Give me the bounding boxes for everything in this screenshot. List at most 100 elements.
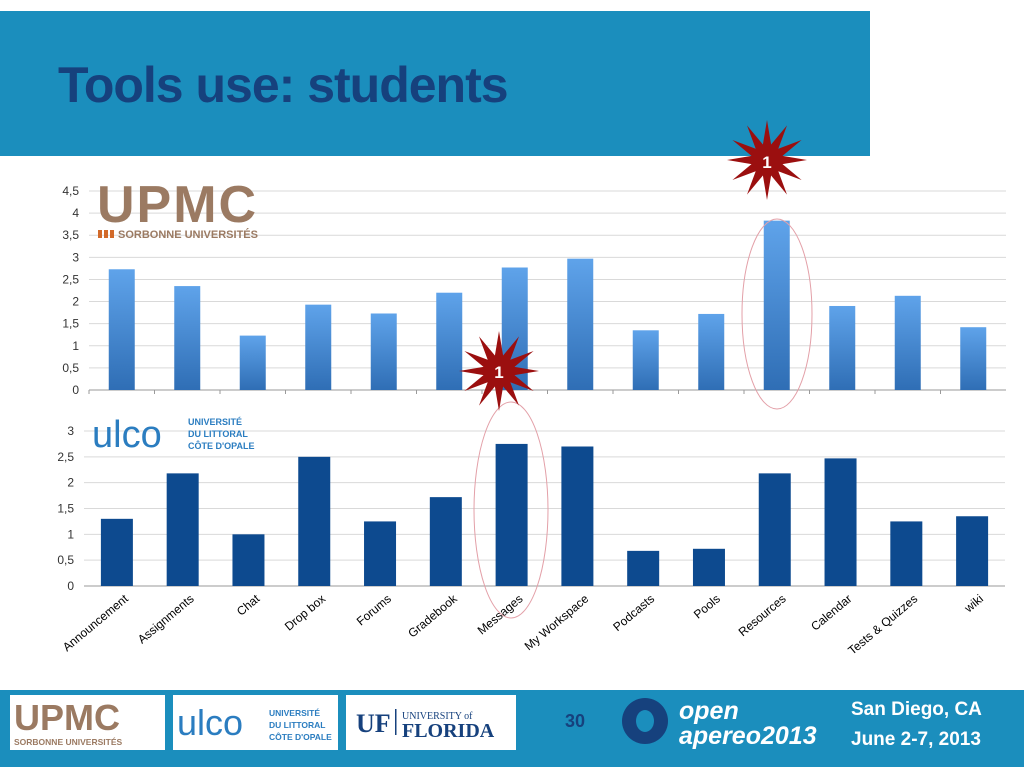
bar-upmc-5 — [436, 292, 463, 390]
x-category-label: wiki — [961, 592, 986, 616]
bar-upmc-9 — [698, 313, 725, 390]
x-category-label: Chat — [234, 591, 263, 618]
upmc-footer-text: UPMC — [14, 697, 120, 738]
y-tick-label: 1,5 — [62, 317, 79, 331]
x-category-label: Announcement — [60, 591, 131, 654]
uf-mark: UF — [356, 709, 391, 738]
bar-ulco-6 — [495, 443, 528, 586]
messages-highlight-ellipse — [473, 401, 549, 619]
x-category-label: Calendar — [808, 592, 854, 634]
y-tick-label: 0 — [67, 579, 74, 593]
upmc-mark-icon — [98, 230, 102, 238]
bar-ulco-10 — [758, 473, 791, 586]
event-location: San Diego, CA — [851, 699, 982, 720]
x-category-label: Pools — [691, 592, 723, 622]
bar-upmc-3 — [305, 304, 332, 390]
bar-upmc-0 — [108, 269, 135, 390]
x-category-label: My Workspace — [522, 591, 592, 653]
title-band — [0, 11, 870, 156]
y-tick-label: 4,5 — [62, 184, 79, 198]
bar-upmc-8 — [632, 330, 659, 390]
upmc-footer-logo: UPMC SORBONNE UNIVERSITÉS — [10, 695, 165, 750]
upmc-logo-text: UPMC — [97, 176, 258, 234]
y-tick-label: 0,5 — [57, 553, 74, 567]
bar-ulco-11 — [824, 458, 857, 586]
bar-upmc-10 — [763, 220, 790, 390]
ulco-logo-line3: CÔTE D'OPALE — [188, 440, 254, 451]
y-tick-label: 3 — [67, 424, 74, 438]
y-tick-label: 0,5 — [62, 361, 79, 375]
upmc-logo-subtitle: SORBONNE UNIVERSITÉS — [118, 228, 258, 241]
y-tick-label: 2 — [72, 295, 79, 309]
bar-upmc-2 — [239, 335, 266, 390]
bar-ulco-8 — [627, 550, 660, 586]
star-badge-top-label: 1 — [762, 153, 771, 172]
star-badge-top: 1 — [727, 120, 807, 200]
ulco-logo-line1: UNIVERSITÉ — [188, 417, 242, 427]
ulco-footer-text: ulco — [177, 702, 243, 743]
x-category-label: Resources — [736, 592, 789, 640]
upmc-mark-icon — [110, 230, 114, 238]
upmc-logo-chart: UPMC SORBONNE UNIVERSITÉS — [97, 176, 258, 241]
bar-ulco-12 — [890, 521, 923, 586]
y-tick-label: 3 — [72, 250, 79, 264]
y-tick-label: 1,5 — [57, 502, 74, 516]
ulco-logo-text: ulco — [92, 414, 162, 456]
ulco-logo-chart: ulco UNIVERSITÉ DU LITTORAL CÔTE D'OPALE — [92, 414, 254, 456]
x-category-label: Assignments — [135, 592, 197, 647]
ulco-footer-line2: DU LITTORAL — [269, 720, 326, 730]
bar-upmc-13 — [960, 327, 987, 390]
page-number: 30 — [564, 711, 586, 731]
star-burst-icon — [459, 331, 539, 411]
x-category-label: Gradebook — [405, 591, 460, 641]
x-category-label: Drop box — [282, 592, 328, 634]
charts-svg: 0 0,5 1 1,5 2 2,5 3 3,5 4 4,5 0 0,5 1 1,5 2 2,5 3 Announ… — [57, 120, 1006, 658]
bar-ulco-2 — [232, 534, 265, 586]
star-badge-middle-label: 1 — [494, 363, 503, 382]
bar-ulco-3 — [298, 456, 331, 586]
ulco-chart: 0 0,5 1 1,5 2 2,5 3 Announcement Assignments Chat… — [57, 424, 1005, 658]
x-category-label: Messages — [475, 592, 526, 638]
y-tick-label: 3,5 — [62, 228, 79, 242]
bar-ulco-5 — [429, 497, 462, 586]
y-tick-label: 1 — [67, 527, 74, 541]
star-burst-icon — [727, 120, 807, 200]
uf-footer-logo: UF UNIVERSITY of FLORIDA — [346, 695, 516, 750]
y-tick-label: 2,5 — [62, 272, 79, 286]
y-tick-label: 2 — [67, 476, 74, 490]
y-tick-label: 1 — [72, 339, 79, 353]
ulco-footer-logo: ulco UNIVERSITÉ DU LITTORAL CÔTE D'OPALE — [173, 695, 338, 750]
bar-ulco-4 — [364, 521, 397, 586]
event-dates: June 2-7, 2013 — [851, 729, 981, 750]
star-badge-middle: 1 — [459, 331, 539, 411]
upmc-chart: 0 0,5 1 1,5 2 2,5 3 3,5 4 4,5 — [62, 184, 1006, 397]
y-tick-label: 2,5 — [57, 450, 74, 464]
bar-ulco-7 — [561, 446, 594, 586]
resources-highlight-ellipse — [741, 218, 813, 410]
bar-ulco-0 — [100, 518, 133, 586]
conference-name-line2: apereo2013 — [679, 722, 817, 750]
bar-upmc-11 — [829, 305, 856, 390]
bar-ulco-13 — [956, 516, 989, 586]
uf-divider — [395, 709, 397, 735]
bar-upmc-4 — [370, 313, 397, 390]
bar-upmc-7 — [567, 258, 594, 390]
ulco-logo-line2: DU LITTORAL — [188, 429, 248, 439]
conference-name-line1: open — [679, 697, 739, 725]
bar-ulco-1 — [166, 473, 199, 586]
x-category-label: Forums — [354, 592, 394, 629]
uf-line1: UNIVERSITY of — [402, 711, 473, 722]
ulco-footer-line1: UNIVERSITÉ — [269, 708, 320, 718]
uf-line2: FLORIDA — [402, 720, 495, 742]
bar-upmc-1 — [174, 286, 201, 390]
y-tick-label: 0 — [72, 383, 79, 397]
bar-ulco-9 — [692, 548, 725, 586]
ulco-footer-line3: CÔTE D'OPALE — [269, 731, 332, 742]
upmc-footer-subtitle: SORBONNE UNIVERSITÉS — [14, 737, 122, 747]
apereo-logo-icon — [622, 698, 668, 744]
slide-title: Tools use: students — [58, 57, 509, 113]
x-category-label: Tests & Quizzes — [845, 592, 920, 658]
x-category-label: Podcasts — [610, 592, 657, 634]
bar-upmc-12 — [894, 295, 921, 390]
y-tick-label: 4 — [72, 206, 79, 220]
